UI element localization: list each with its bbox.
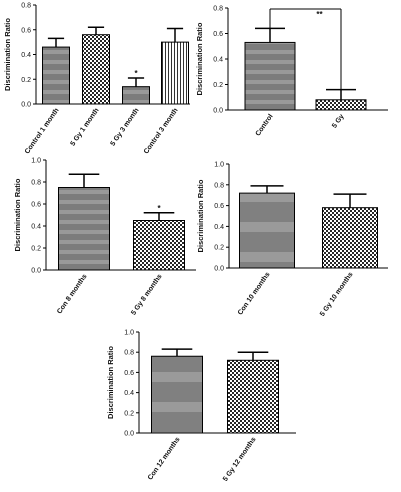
bar — [244, 41, 296, 111]
y-tick-label: 0.8 — [214, 182, 224, 189]
y-tick-label: 0.8 — [213, 6, 223, 13]
x-tick-label: 5 Gy 8 months — [130, 273, 163, 317]
y-tick-label: 0.6 — [21, 27, 31, 34]
y-tick-label: 0.4 — [21, 52, 31, 59]
x-tick-label: 5 Gy 1 month — [69, 107, 100, 147]
y-tick-label: 1.0 — [214, 162, 224, 169]
y-axis-label: Discrimination Ratio — [13, 178, 22, 251]
bar — [315, 99, 367, 111]
y-tick-label: 0.8 — [31, 180, 41, 187]
y-tick-label: 0.6 — [214, 203, 224, 210]
bar — [58, 187, 110, 271]
y-tick-label: 0.6 — [31, 202, 41, 209]
x-tick-label: Con 8 months — [56, 273, 89, 315]
x-tick-label: 5 Gy 10 months — [319, 271, 355, 318]
bar — [151, 355, 203, 434]
bar — [239, 192, 295, 269]
chart-panel-2: 0.0 0.2 0.4 0.6 0.8 Discrimination Ratio Contr… — [195, 6, 388, 138]
y-tick-label: 0.6 — [124, 370, 134, 377]
bar — [227, 359, 279, 434]
y-tick-label: 0.0 — [213, 108, 223, 115]
chart-panel-1: 0.0 0.2 0.4 0.6 0.8 Discrimination Ratio Contr… — [3, 3, 190, 155]
y-tick-label: 0.2 — [124, 410, 134, 417]
y-tick-label: 1.0 — [31, 158, 41, 165]
y-tick-label: 0.0 — [214, 266, 224, 273]
y-tick-label: 0.0 — [31, 268, 41, 275]
y-axis-label: Discrimination Ratio — [106, 346, 115, 419]
y-tick-label: 0.8 — [21, 3, 31, 10]
y-tick-label: 1.0 — [124, 330, 134, 337]
x-tick-label: 5 Gy — [331, 113, 345, 130]
significance-marker: * — [157, 204, 161, 213]
bar — [322, 207, 378, 269]
bar — [122, 86, 150, 105]
chart-panel-5: 0.0 0.2 0.4 0.6 0.8 1.0 Discrimination Ratio Co… — [106, 330, 296, 483]
y-tick-label: 0.2 — [214, 245, 224, 252]
y-tick-label: 0.2 — [31, 246, 41, 253]
y-tick-label: 0.0 — [21, 102, 31, 109]
x-tick-label: Con 12 months — [147, 436, 182, 482]
y-tick-label: 0.4 — [214, 224, 224, 231]
y-tick-label: 0.4 — [213, 57, 223, 64]
x-tick-label: Control 3 month — [143, 107, 180, 155]
y-tick-label: 0.8 — [124, 350, 134, 357]
significance-marker: * — [134, 69, 138, 78]
y-axis-label: Discrimination Ratio — [3, 18, 12, 91]
x-tick-label: Con 10 months — [237, 271, 272, 317]
chart-panel-4: 0.0 0.2 0.4 0.6 0.8 1.0 Discrimination Ratio Co… — [196, 162, 388, 318]
y-tick-label: 0.4 — [124, 390, 134, 397]
chart-panel-3: 0.0 0.2 0.4 0.6 0.8 1.0 Discrimination Ratio Co… — [13, 158, 196, 317]
y-tick-label: 0.0 — [124, 431, 134, 438]
x-tick-label: 5 Gy 3 month — [109, 107, 140, 147]
bar — [161, 41, 189, 105]
bracket-label: ** — [316, 10, 323, 19]
x-tick-label: Control — [255, 113, 275, 137]
y-tick-label: 0.6 — [213, 31, 223, 38]
y-tick-label: 0.2 — [213, 82, 223, 89]
bar — [42, 46, 70, 105]
bar — [82, 34, 110, 105]
bar — [133, 220, 185, 271]
x-tick-label: 5 Gy 12 months — [222, 436, 258, 483]
y-tick-label: 0.2 — [21, 77, 31, 84]
y-axis-label: Discrimination Ratio — [196, 179, 205, 252]
y-axis-label: Discrimination Ratio — [195, 22, 204, 95]
x-tick-label: Control 1 month — [24, 107, 61, 155]
y-tick-label: 0.4 — [31, 224, 41, 231]
